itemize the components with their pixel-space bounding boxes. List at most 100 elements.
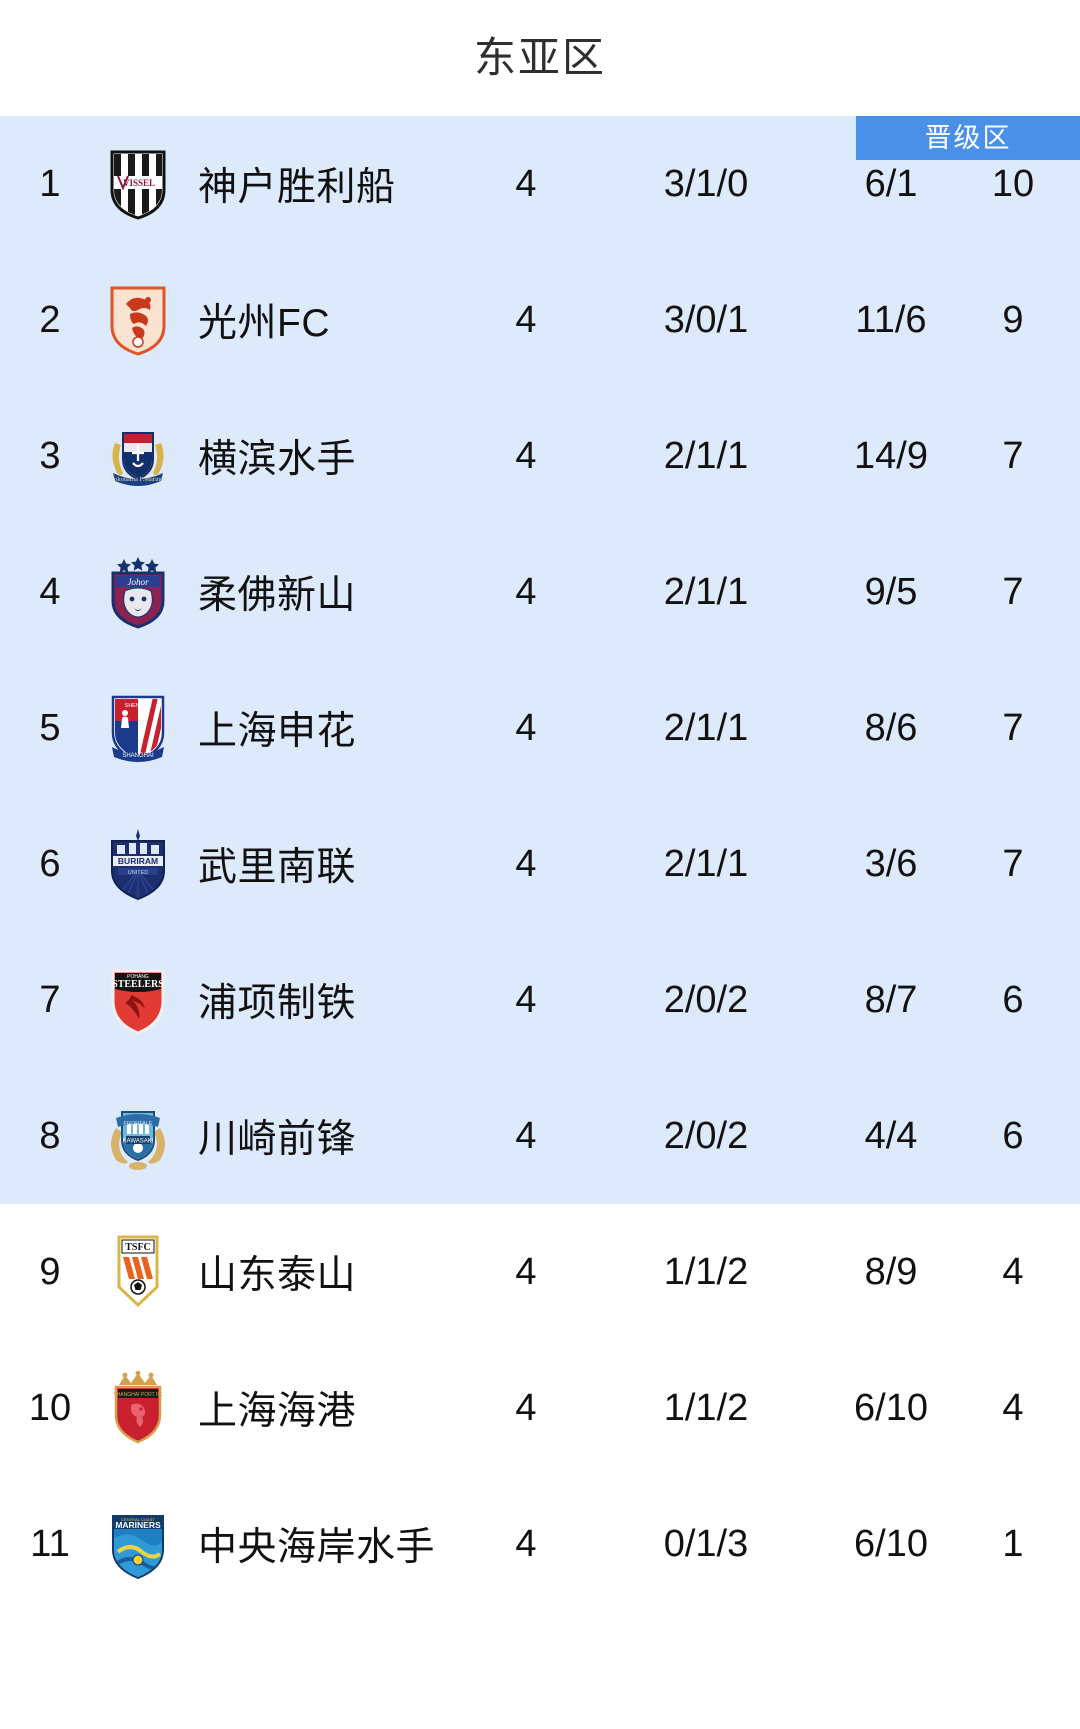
yokohama-marinos-crest: Yokohama F.Marinos xyxy=(100,418,176,494)
rank-cell: 10 xyxy=(28,1386,72,1429)
table-row[interactable]: 9 TSFC 山东泰山 4 1/1/2 8/9 4 xyxy=(0,1204,1080,1340)
points-cell: 7 xyxy=(1002,706,1024,749)
matches-played-cell: 4 xyxy=(515,1522,537,1565)
table-row[interactable]: 4 Johor 柔佛新山 4 2/1/1 9/5 7 xyxy=(0,524,1080,660)
win-draw-loss-cell: 3/1/0 xyxy=(663,162,749,205)
goals-for-against-cell: 11/6 xyxy=(855,298,927,341)
points-cell: 4 xyxy=(1002,1250,1024,1293)
buriram-united-crest: BURIRAM UNITED xyxy=(100,826,176,902)
svg-text:TSFC: TSFC xyxy=(125,1242,151,1253)
table-row[interactable]: 1 VISSEL 神户胜利船 4 3/1/0 6/1 10 xyxy=(0,116,1080,252)
table-row[interactable]: 10 SHANGHAI PORT FC 上海海港 4 1/1/2 6/10 4 xyxy=(0,1340,1080,1476)
table-row[interactable]: 11 CENTRAL COAST MARINERS 中央海岸水手 4 0/1/3 6/… xyxy=(0,1476,1080,1612)
pohang-steelers-crest: POHANG STEELERS xyxy=(100,962,176,1038)
table-row[interactable]: 5 SHENHUA SHANGHAI 上海申花 4 2/1/1 8/6 7 xyxy=(0,660,1080,796)
table-row[interactable]: 2 光州FC 4 3/0/1 11/6 9 xyxy=(0,252,1080,388)
standings-table: 晋级区 1 VISSEL 神户胜利船 4 3/1/0 6/1 10 2 xyxy=(0,116,1080,1612)
team-name-cell[interactable]: 柔佛新山 xyxy=(198,574,357,617)
qualification-zone-badge: 晋级区 xyxy=(856,116,1080,160)
win-draw-loss-cell: 2/1/1 xyxy=(663,706,749,749)
matches-played-cell: 4 xyxy=(515,1250,537,1293)
rank-cell: 8 xyxy=(39,1114,61,1157)
svg-text:MARINERS: MARINERS xyxy=(115,1520,161,1530)
goals-for-against-cell: 9/5 xyxy=(864,570,918,613)
vissel-kobe-crest: VISSEL xyxy=(100,146,176,222)
team-name-cell[interactable]: 川崎前锋 xyxy=(198,1118,357,1161)
win-draw-loss-cell: 2/1/1 xyxy=(663,434,749,477)
points-cell: 9 xyxy=(1002,298,1024,341)
gwangju-fc-crest xyxy=(100,282,176,358)
rank-cell: 9 xyxy=(39,1250,61,1293)
rank-cell: 11 xyxy=(30,1522,70,1565)
win-draw-loss-cell: 2/1/1 xyxy=(663,570,749,613)
svg-text:Yokohama F.Marinos: Yokohama F.Marinos xyxy=(110,476,166,483)
rank-cell: 5 xyxy=(39,706,61,749)
svg-text:SHANGHAI PORT FC: SHANGHAI PORT FC xyxy=(113,1392,163,1398)
svg-text:KAWASAKI: KAWASAKI xyxy=(123,1139,154,1145)
goals-for-against-cell: 3/6 xyxy=(864,842,918,885)
goals-for-against-cell: 8/7 xyxy=(864,978,918,1021)
team-name-cell[interactable]: 浦项制铁 xyxy=(198,982,357,1025)
points-cell: 4 xyxy=(1002,1386,1024,1429)
goals-for-against-cell: 6/1 xyxy=(864,162,918,205)
matches-played-cell: 4 xyxy=(515,1114,537,1157)
table-row[interactable]: 6 BURIRAM UNITED 武里南联 4 2/1/1 3/6 7 xyxy=(0,796,1080,932)
goals-for-against-cell: 4/4 xyxy=(864,1114,918,1157)
qualification-zone-band xyxy=(0,116,1080,1204)
goals-for-against-cell: 6/10 xyxy=(854,1386,928,1429)
win-draw-loss-cell: 1/1/2 xyxy=(663,1386,749,1429)
win-draw-loss-cell: 2/1/1 xyxy=(663,842,749,885)
matches-played-cell: 4 xyxy=(515,706,537,749)
rank-cell: 1 xyxy=(39,162,61,205)
table-row[interactable]: 8 FRONTALE KAWASAKI 川崎前锋 4 2/0/ xyxy=(0,1068,1080,1204)
svg-text:FRONTALE: FRONTALE xyxy=(124,1121,153,1127)
matches-played-cell: 4 xyxy=(515,978,537,1021)
johor-darul-tazim-crest: Johor xyxy=(100,554,176,630)
points-cell: 10 xyxy=(991,162,1035,205)
svg-text:STEELERS: STEELERS xyxy=(112,979,164,990)
points-cell: 7 xyxy=(1002,434,1024,477)
points-cell: 6 xyxy=(1002,978,1024,1021)
svg-text:VISSEL: VISSEL xyxy=(123,178,155,188)
points-cell: 7 xyxy=(1002,570,1024,613)
goals-for-against-cell: 8/9 xyxy=(864,1250,918,1293)
points-cell: 6 xyxy=(1002,1114,1024,1157)
svg-text:CENTRAL COAST: CENTRAL COAST xyxy=(121,1517,155,1522)
team-name-cell[interactable]: 上海申花 xyxy=(198,710,357,753)
win-draw-loss-cell: 1/1/2 xyxy=(663,1250,749,1293)
kawasaki-frontale-crest: FRONTALE KAWASAKI xyxy=(100,1098,176,1174)
team-name-cell[interactable]: 神户胜利船 xyxy=(198,166,396,209)
shandong-taishan-crest: TSFC xyxy=(100,1234,176,1310)
svg-text:POHANG: POHANG xyxy=(127,974,149,980)
win-draw-loss-cell: 3/0/1 xyxy=(663,298,749,341)
svg-text:Johor: Johor xyxy=(128,577,149,587)
team-name-cell[interactable]: 光州FC xyxy=(198,302,330,345)
table-row[interactable]: 7 POHANG STEELERS 浦项制铁 4 2/0/2 8/7 6 xyxy=(0,932,1080,1068)
table-row[interactable]: 3 Yokohama F.Marinos 横滨水手 4 2/1/1 14/9 7 xyxy=(0,388,1080,524)
points-cell: 7 xyxy=(1002,842,1024,885)
team-name-cell[interactable]: 山东泰山 xyxy=(198,1254,357,1297)
points-cell: 1 xyxy=(1002,1522,1024,1565)
win-draw-loss-cell: 2/0/2 xyxy=(663,1114,749,1157)
rank-cell: 3 xyxy=(39,434,61,477)
svg-text:SHANGHAI: SHANGHAI xyxy=(122,753,154,759)
svg-text:BURIRAM: BURIRAM xyxy=(118,856,158,866)
team-name-cell[interactable]: 中央海岸水手 xyxy=(198,1526,436,1569)
shanghai-shenhua-crest: SHENHUA SHANGHAI xyxy=(100,690,176,766)
team-name-cell[interactable]: 武里南联 xyxy=(198,846,357,889)
team-name-cell[interactable]: 上海海港 xyxy=(198,1390,357,1433)
team-name-cell[interactable]: 横滨水手 xyxy=(198,438,357,481)
svg-text:SHENHUA: SHENHUA xyxy=(125,703,152,709)
svg-text:UNITED: UNITED xyxy=(128,870,149,876)
rank-cell: 2 xyxy=(39,298,61,341)
matches-played-cell: 4 xyxy=(515,1386,537,1429)
matches-played-cell: 4 xyxy=(515,162,537,205)
goals-for-against-cell: 14/9 xyxy=(854,434,928,477)
shanghai-port-crest: SHANGHAI PORT FC xyxy=(100,1370,176,1446)
win-draw-loss-cell: 0/1/3 xyxy=(663,1522,749,1565)
matches-played-cell: 4 xyxy=(515,570,537,613)
rank-cell: 7 xyxy=(39,978,61,1021)
central-coast-mariners-crest: CENTRAL COAST MARINERS xyxy=(100,1506,176,1582)
win-draw-loss-cell: 2/0/2 xyxy=(663,978,749,1021)
page-header: 东亚区 xyxy=(0,0,1080,116)
